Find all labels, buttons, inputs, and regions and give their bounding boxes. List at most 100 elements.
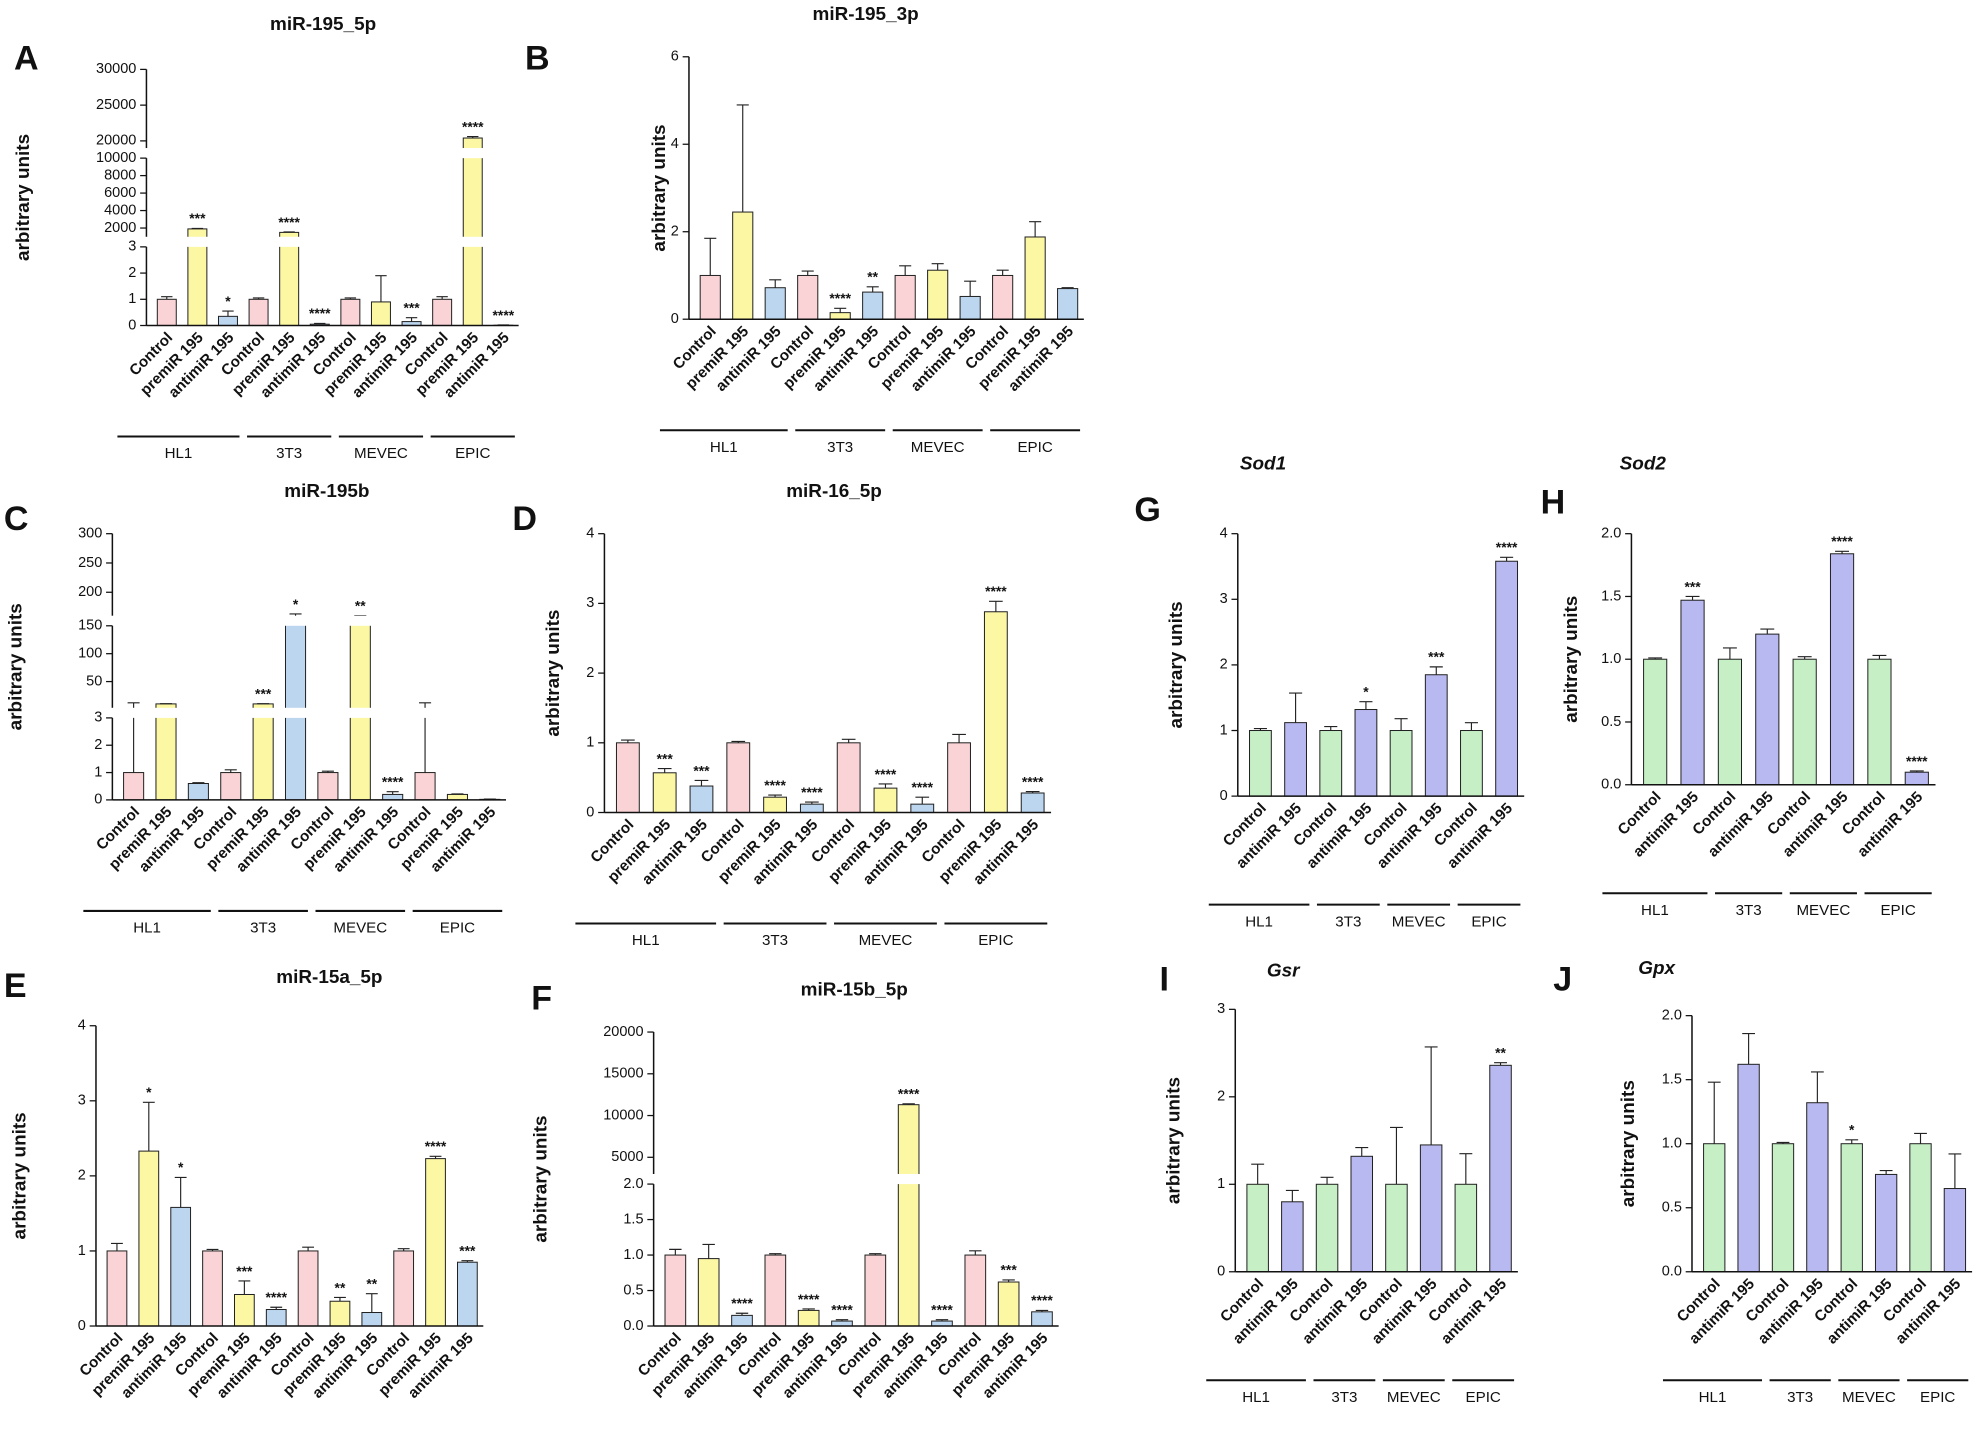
group-label: 3T3 <box>1787 1389 1813 1406</box>
significance-label: **** <box>1031 1292 1053 1308</box>
bar <box>462 137 483 327</box>
group-label: EPIC <box>1466 1389 1501 1406</box>
error-bar <box>222 310 234 317</box>
panel-title: Sod2 <box>1620 453 1667 474</box>
panel-letter: E <box>4 967 27 1005</box>
significance-label: *** <box>1001 1262 1018 1278</box>
y-tick-label: 4 <box>586 526 594 542</box>
significance-label: ** <box>335 1279 346 1295</box>
error-bar <box>669 1248 682 1256</box>
y-tick-label: 250 <box>78 555 102 571</box>
bar <box>910 803 935 814</box>
bar <box>797 274 819 320</box>
error-bar <box>1742 1033 1755 1065</box>
panel-letter: F <box>531 980 552 1018</box>
panel-title: Gpx <box>1638 958 1676 979</box>
significance-label: * <box>225 293 231 309</box>
bar <box>123 772 145 801</box>
error-bar <box>1722 647 1737 660</box>
panel-title: miR-15a_5p <box>276 967 382 988</box>
y-axis-label: arbitrary units <box>9 1112 30 1239</box>
group-label: EPIC <box>1920 1389 1955 1406</box>
bar <box>1020 792 1045 814</box>
y-axis-label: arbitrary units <box>1166 601 1187 728</box>
significance-label: **** <box>382 774 404 790</box>
panel-letter: I <box>1160 961 1169 999</box>
bar <box>897 1104 920 1327</box>
group-label: EPIC <box>440 920 475 937</box>
bar <box>382 793 404 801</box>
error-bar <box>1494 1062 1507 1066</box>
panel-title: miR-195b <box>284 481 369 502</box>
error-bar <box>1035 1309 1049 1312</box>
significance-label: **** <box>1906 753 1928 769</box>
bar <box>1354 709 1378 797</box>
group-label: HL1 <box>165 445 193 462</box>
bar <box>1806 1102 1829 1273</box>
y-tick-label: 0.5 <box>1662 1200 1682 1216</box>
y-tick-label: 2.0 <box>623 1176 643 1192</box>
y-tick-label: 1 <box>78 1243 86 1259</box>
bar <box>393 1250 415 1327</box>
error-bar <box>314 322 326 325</box>
group-label: MEVEC <box>354 445 408 462</box>
bar <box>731 1314 753 1327</box>
significance-label: **** <box>911 779 933 795</box>
bar <box>894 274 916 320</box>
bar <box>1680 599 1705 786</box>
bar <box>997 1281 1020 1327</box>
error-bar <box>704 237 717 276</box>
error-bar <box>802 1308 815 1311</box>
error-bar <box>1355 1146 1369 1157</box>
bar <box>763 796 787 814</box>
significance-label: **** <box>829 290 851 306</box>
error-bar <box>1797 656 1812 660</box>
error-bar <box>869 1253 882 1256</box>
bar <box>170 1206 192 1327</box>
bar <box>1840 1143 1863 1273</box>
y-tick-label: 0 <box>94 792 102 808</box>
y-tick-label: 1.5 <box>623 1211 643 1227</box>
error-bar <box>270 1306 283 1310</box>
error-bar <box>1002 1279 1015 1283</box>
bar <box>1246 1183 1269 1273</box>
error-bar <box>1289 692 1303 723</box>
significance-label: **** <box>1496 539 1518 555</box>
group-label: 3T3 <box>1736 902 1762 919</box>
y-tick-label: 2 <box>671 224 679 240</box>
panel-title: miR-195_3p <box>813 4 919 25</box>
bar <box>726 742 751 814</box>
axis-break <box>109 615 509 626</box>
bar <box>799 803 824 814</box>
y-tick-label: 1.0 <box>1601 651 1621 667</box>
bar <box>1703 1143 1726 1273</box>
bar <box>1904 771 1929 786</box>
y-tick-label: 3 <box>128 239 136 255</box>
error-bar <box>302 1246 315 1251</box>
bar <box>664 1254 687 1327</box>
bar <box>1281 1201 1304 1273</box>
error-bar <box>1500 556 1514 562</box>
y-tick-label: 5000 <box>611 1149 643 1165</box>
bar <box>297 1250 319 1327</box>
significance-label: **** <box>731 1295 753 1311</box>
error-bar <box>429 1155 442 1159</box>
bar <box>1419 1144 1443 1273</box>
error-bar <box>1914 1132 1927 1144</box>
panel-letter: H <box>1541 484 1566 522</box>
significance-label: *** <box>657 750 674 766</box>
bar <box>1424 674 1448 797</box>
y-tick-label: 3 <box>94 710 102 726</box>
bar <box>1024 236 1046 320</box>
y-tick-label: 0 <box>586 804 594 820</box>
y-tick-label: 50 <box>86 673 102 689</box>
bar <box>1057 288 1079 320</box>
y-axis-label: arbitrary units <box>543 610 564 737</box>
error-bar <box>899 265 912 276</box>
significance-label: **** <box>801 784 823 800</box>
y-tick-label: 2 <box>78 1168 86 1184</box>
bar <box>1319 730 1343 797</box>
error-bar <box>161 296 173 300</box>
significance-label: **** <box>831 1301 853 1317</box>
bar <box>697 1258 720 1327</box>
